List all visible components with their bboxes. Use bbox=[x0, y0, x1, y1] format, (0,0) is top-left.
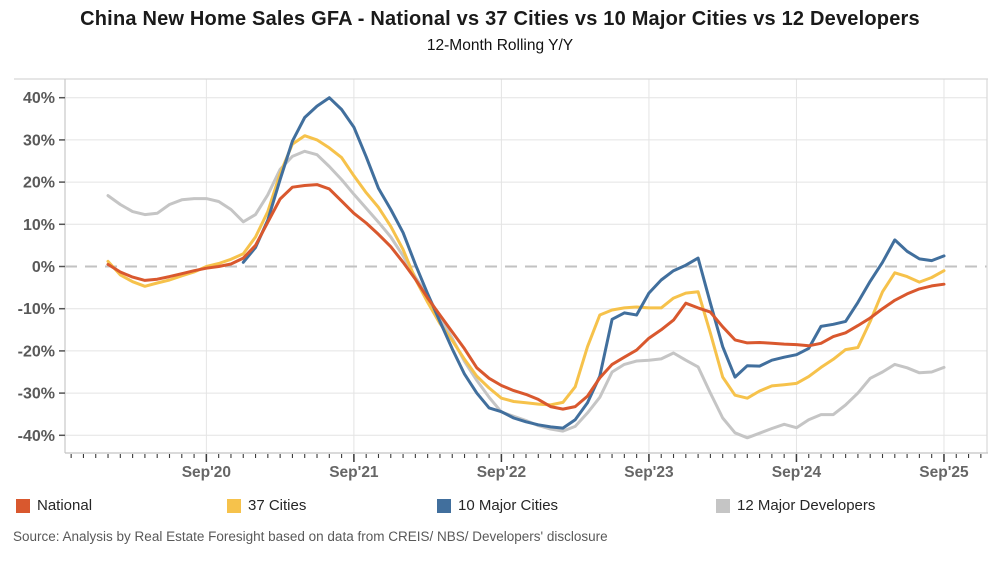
chart-title: China New Home Sales GFA - National vs 3… bbox=[80, 8, 920, 30]
legend-label-12-major-developers: 12 Major Developers bbox=[737, 497, 876, 514]
svg-text:-30%: -30% bbox=[18, 386, 55, 403]
x-axis-ticks bbox=[70, 454, 982, 458]
svg-text:20%: 20% bbox=[23, 175, 55, 192]
legend-item-national: National bbox=[16, 497, 92, 514]
legend-swatch-10-major-cities bbox=[437, 498, 451, 513]
svg-text:Sep'20: Sep'20 bbox=[182, 464, 231, 481]
svg-text:40%: 40% bbox=[23, 90, 55, 107]
svg-text:Sep'23: Sep'23 bbox=[624, 464, 674, 481]
legend-item-37-cities: 37 Cities bbox=[227, 497, 306, 514]
svg-text:10%: 10% bbox=[23, 217, 55, 234]
line-national bbox=[106, 183, 946, 411]
legend-swatch-national bbox=[16, 498, 30, 513]
x-axis-labels: Sep'20 Sep'21 Sep'22 Sep'23 Sep'24 Sep'25 bbox=[182, 454, 969, 481]
legend-swatch-12-major-developers bbox=[716, 498, 730, 513]
chart-subtitle: 12-Month Rolling Y/Y bbox=[426, 37, 574, 54]
legend-label-37-cities: 37 Cities bbox=[248, 497, 307, 514]
svg-text:-10%: -10% bbox=[18, 301, 55, 318]
svg-text:Sep'22: Sep'22 bbox=[477, 464, 526, 481]
legend-label-10-major-cities: 10 Major Cities bbox=[458, 497, 559, 514]
y-axis-labels: 40% 30% 20% 10% 0% -10% -20% -30% -40% bbox=[18, 90, 65, 445]
svg-text:30%: 30% bbox=[23, 132, 55, 149]
legend-label-national: National bbox=[37, 497, 93, 514]
svg-text:0%: 0% bbox=[32, 259, 55, 276]
line-10-major-cities bbox=[241, 96, 946, 430]
svg-text:Sep'25: Sep'25 bbox=[919, 464, 969, 481]
svg-text:Sep'24: Sep'24 bbox=[772, 464, 822, 481]
svg-text:-40%: -40% bbox=[18, 428, 55, 445]
y-gridlines bbox=[65, 97, 987, 436]
line-37-cities bbox=[106, 134, 946, 407]
legend-item-10-major-cities: 10 Major Cities bbox=[437, 497, 558, 514]
svg-text:-20%: -20% bbox=[18, 343, 55, 360]
legend-swatch-37-cities bbox=[227, 498, 241, 513]
source-note: Source: Analysis by Real Estate Foresigh… bbox=[13, 529, 608, 544]
legend-item-12-major-developers: 12 Major Developers bbox=[716, 497, 875, 514]
svg-text:Sep'21: Sep'21 bbox=[329, 464, 379, 481]
